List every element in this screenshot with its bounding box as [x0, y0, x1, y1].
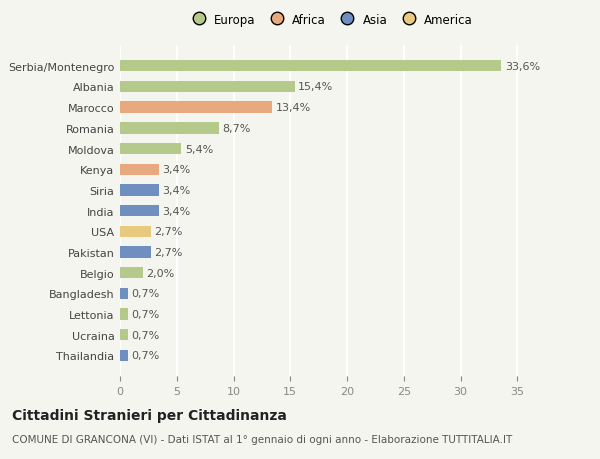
Text: 3,4%: 3,4% [162, 165, 190, 175]
Bar [120, 102, 272, 113]
Bar [120, 288, 128, 299]
Bar [120, 247, 151, 258]
Text: 33,6%: 33,6% [505, 62, 540, 72]
Bar [120, 144, 181, 155]
Text: 2,7%: 2,7% [154, 227, 182, 237]
Bar [120, 226, 151, 237]
Text: 2,7%: 2,7% [154, 247, 182, 257]
Text: 2,0%: 2,0% [146, 268, 175, 278]
Bar [120, 268, 143, 279]
Bar [120, 123, 219, 134]
Bar [120, 185, 158, 196]
Legend: Europa, Africa, Asia, America: Europa, Africa, Asia, America [182, 9, 478, 31]
Text: 0,7%: 0,7% [131, 330, 160, 340]
Text: 13,4%: 13,4% [275, 103, 311, 113]
Bar [120, 206, 158, 217]
Text: 8,7%: 8,7% [222, 123, 251, 134]
Text: Cittadini Stranieri per Cittadinanza: Cittadini Stranieri per Cittadinanza [12, 409, 287, 422]
Bar [120, 82, 295, 93]
Bar [120, 309, 128, 320]
Bar [120, 164, 158, 175]
Text: 5,4%: 5,4% [185, 144, 213, 154]
Text: 3,4%: 3,4% [162, 185, 190, 196]
Bar [120, 350, 128, 361]
Text: 0,7%: 0,7% [131, 351, 160, 361]
Bar [120, 330, 128, 341]
Bar [120, 61, 502, 72]
Text: 0,7%: 0,7% [131, 289, 160, 299]
Text: 3,4%: 3,4% [162, 206, 190, 216]
Text: COMUNE DI GRANCONA (VI) - Dati ISTAT al 1° gennaio di ogni anno - Elaborazione T: COMUNE DI GRANCONA (VI) - Dati ISTAT al … [12, 434, 512, 444]
Text: 15,4%: 15,4% [298, 82, 334, 92]
Text: 0,7%: 0,7% [131, 309, 160, 319]
